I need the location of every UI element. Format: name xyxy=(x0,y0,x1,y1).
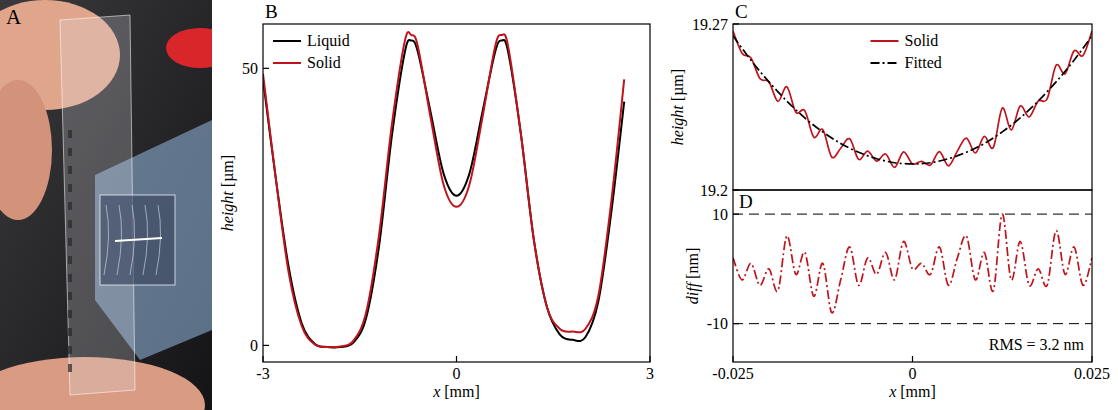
panel: 0 50 -3 0 3 x [mm] height [µm] B Liquid Solid xyxy=(219,1,654,400)
label-variable: x xyxy=(888,383,896,400)
label-variable: x xyxy=(432,383,440,400)
y-tick-label: 10 xyxy=(712,206,728,223)
panel-letter: D xyxy=(739,191,753,212)
photo-channel xyxy=(156,205,161,275)
photo-marker xyxy=(68,202,72,210)
legend-swatch xyxy=(273,40,301,42)
x-tick-label: -3 xyxy=(256,365,269,382)
photo-marker xyxy=(68,166,72,174)
plot-frame xyxy=(263,24,650,362)
series-line xyxy=(263,32,624,347)
plot-data xyxy=(263,32,624,348)
x-tick xyxy=(456,356,457,362)
photo-marker xyxy=(68,148,72,156)
photo-scan-line xyxy=(115,238,162,241)
y-tick-label: 0 xyxy=(250,337,258,354)
x-tick-label: 3 xyxy=(646,365,654,382)
label-unit: [nm] xyxy=(684,248,701,283)
y-tick-label: -10 xyxy=(707,315,728,332)
panel: 19.2 19.27 height [µm] C Solid Fitted xyxy=(669,1,1092,199)
photo-marker xyxy=(68,274,72,282)
label-variable: diff xyxy=(684,280,702,304)
legend: Liquid Solid xyxy=(273,32,350,71)
y-axis-title: diff [nm] xyxy=(684,248,702,304)
photo-finger xyxy=(0,80,52,220)
y-tick-label: 50 xyxy=(242,60,258,77)
y-tick-label: 19.27 xyxy=(692,16,728,33)
grid-line xyxy=(733,323,1092,324)
x-tick-label: 0 xyxy=(453,365,461,382)
y-tick xyxy=(733,23,739,24)
photo-marker xyxy=(68,310,72,318)
y-tick xyxy=(263,68,269,69)
figure: A050-303x [mm]height [µm]BLiquidSolid19.… xyxy=(0,0,1118,410)
panel-letter: A xyxy=(6,5,22,29)
x-tick-label: 0.025 xyxy=(1074,365,1110,382)
legend-label: Solid xyxy=(307,54,341,71)
legend-swatch xyxy=(871,62,899,64)
series-line xyxy=(263,40,624,348)
annotation: RMS = 3.2 nm xyxy=(989,336,1085,353)
panel-letter: B xyxy=(265,1,278,22)
plot-frame xyxy=(733,24,1092,190)
series-line xyxy=(733,36,1092,164)
x-tick xyxy=(262,356,263,362)
page: {"photo": {"label": "A"}, "chart_data": … xyxy=(0,0,1118,410)
plot-data xyxy=(733,214,1092,313)
legend: Solid Fitted xyxy=(871,32,942,71)
x-axis-title: x [mm] xyxy=(432,383,480,400)
label-unit: [mm] xyxy=(896,383,936,400)
y-axis-title: height [µm] xyxy=(669,69,687,145)
x-tick xyxy=(732,356,733,362)
photo-marker xyxy=(68,130,72,138)
photo-red-object xyxy=(166,28,212,68)
label-variable: height xyxy=(669,105,687,146)
legend-swatch xyxy=(273,62,301,64)
label-unit: [mm] xyxy=(440,383,480,400)
photo-marker xyxy=(68,328,72,336)
panel: -10 10 -0.025 0 0.025 x [mm] diff [nm] D RMS = 3… xyxy=(684,190,1110,400)
legend-label: Solid xyxy=(905,32,939,49)
legend-swatch xyxy=(871,40,899,42)
y-tick xyxy=(733,214,739,215)
series-line xyxy=(733,31,1092,167)
x-axis-title: x [mm] xyxy=(888,383,936,400)
legend-label: Liquid xyxy=(307,32,350,50)
photo xyxy=(0,0,212,410)
plot-frame xyxy=(733,190,1092,362)
x-tick xyxy=(912,356,913,362)
photo-channel xyxy=(104,205,109,275)
label-unit: [µm] xyxy=(669,69,687,105)
x-tick-label: 0 xyxy=(909,365,917,382)
grid-line xyxy=(733,214,1092,215)
label-variable: height xyxy=(219,191,237,232)
photo-chamber xyxy=(100,195,175,285)
series-line xyxy=(733,214,1092,313)
legend-label: Fitted xyxy=(905,54,942,71)
photo-marker xyxy=(68,184,72,192)
plot-data xyxy=(733,31,1092,167)
x-tick xyxy=(1091,356,1092,362)
label-unit: [µm] xyxy=(219,155,237,191)
photo-marker xyxy=(68,346,72,354)
y-tick-label: 19.2 xyxy=(700,182,728,199)
photo-marker xyxy=(68,292,72,300)
x-tick-label: -0.025 xyxy=(712,365,753,382)
photo-marker xyxy=(68,364,72,372)
y-axis-title: height [µm] xyxy=(219,155,237,231)
y-tick xyxy=(263,345,269,346)
panel-letter: C xyxy=(735,1,748,22)
y-tick xyxy=(733,323,739,324)
photo-marker xyxy=(68,256,72,264)
photo-marker xyxy=(68,220,72,228)
photo-marker xyxy=(68,238,72,246)
x-tick xyxy=(649,356,650,362)
